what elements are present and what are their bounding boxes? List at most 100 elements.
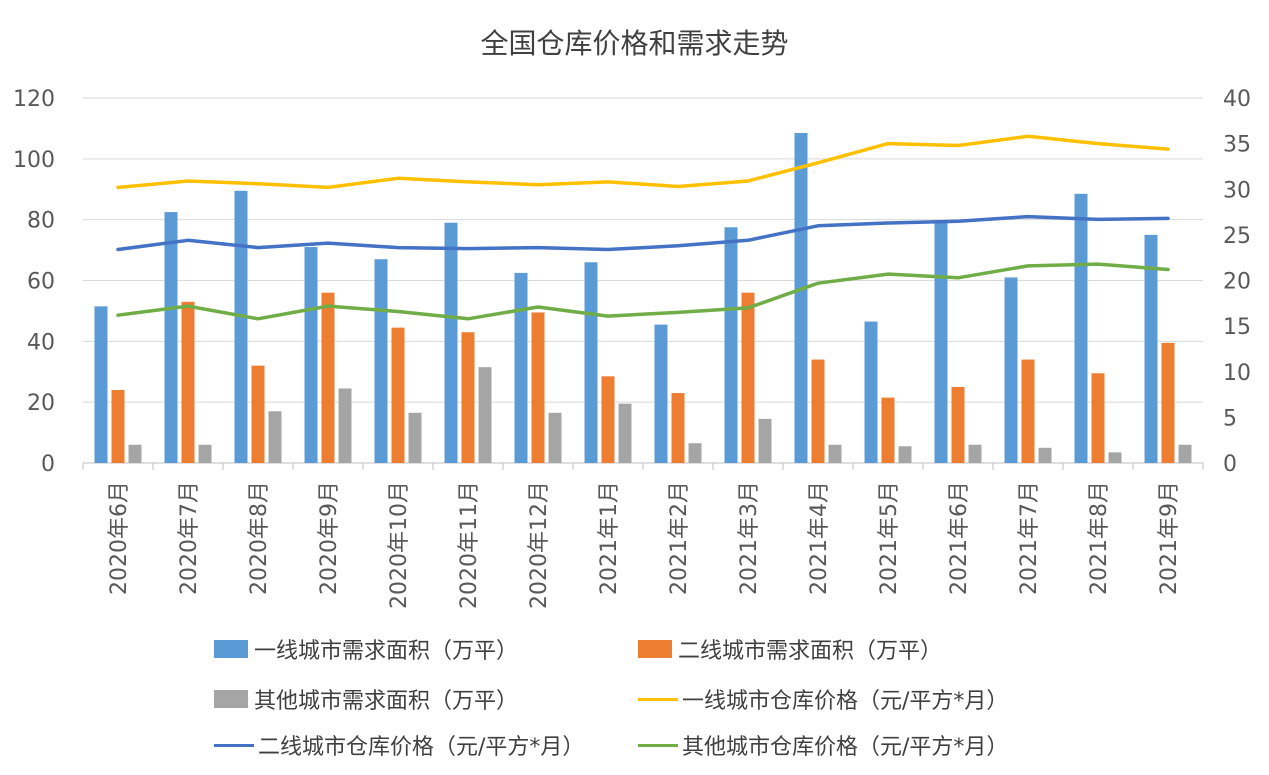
bar: [1161, 342, 1175, 463]
legend-swatch: [638, 697, 678, 701]
legend-swatch: [214, 743, 254, 747]
legend-label: 其他城市需求面积（万平）: [254, 689, 519, 714]
legend-swatch: [638, 640, 672, 658]
x-tick-label: 2020年7月: [177, 481, 202, 595]
x-tick-label: 2020年11月: [457, 481, 482, 609]
bar: [514, 272, 528, 463]
bar: [548, 412, 562, 463]
y-left-tick-label: 100: [13, 148, 55, 173]
x-tick-label: 2020年9月: [317, 481, 342, 595]
bar: [461, 332, 475, 463]
bar: [1091, 373, 1105, 463]
x-tick-label: 2021年5月: [877, 481, 902, 595]
legend-label: 二线城市需求面积（万平）: [678, 639, 943, 664]
bar: [968, 444, 982, 463]
bar: [1074, 193, 1088, 463]
bar: [864, 321, 878, 463]
bar: [951, 386, 965, 463]
x-tick-label: 2020年8月: [247, 481, 272, 595]
bar: [1038, 447, 1052, 463]
bar: [268, 411, 282, 463]
x-tick-label: 2021年7月: [1017, 481, 1042, 595]
x-tick-label: 2021年2月: [667, 481, 692, 595]
legend-label: 一线城市需求面积（万平）: [254, 639, 519, 664]
y-right-tick-label: 25: [1223, 224, 1251, 249]
bar: [198, 444, 212, 463]
bar: [601, 376, 615, 463]
bar: [741, 292, 755, 463]
bar: [654, 324, 668, 463]
legend-swatch: [214, 640, 248, 658]
bar: [531, 312, 545, 463]
bar: [828, 444, 842, 463]
x-tick-label: 2020年6月: [107, 481, 132, 595]
y-left-tick-label: 60: [27, 270, 55, 295]
bar: [478, 367, 492, 463]
bar: [758, 418, 772, 463]
bar: [251, 365, 265, 463]
y-right-tick-label: 15: [1223, 315, 1251, 340]
bar: [374, 259, 388, 463]
bar: [1178, 444, 1192, 463]
bar: [181, 301, 195, 463]
bar: [881, 397, 895, 463]
bar: [794, 132, 808, 463]
y-right-tick-label: 5: [1223, 406, 1237, 431]
legend-item-tier1-demand: 一线城市需求面积（万平）: [214, 632, 518, 666]
bar: [111, 390, 125, 463]
legend-item-tier2-price: 二线城市仓库价格（元/平方*月）: [214, 728, 584, 762]
y-left-tick-label: 120: [13, 87, 55, 112]
bar: [688, 443, 702, 463]
x-tick-label: 2021年9月: [1157, 481, 1182, 595]
bar: [584, 262, 598, 463]
legend-swatch: [214, 690, 248, 708]
bar: [128, 444, 142, 463]
chart-title: 全国仓库价格和需求走势: [480, 27, 789, 60]
legend-label: 其他城市仓库价格（元/平方*月）: [682, 735, 1009, 760]
bar: [898, 446, 912, 463]
x-tick-label: 2021年3月: [737, 481, 762, 595]
y-right-tick-label: 10: [1223, 361, 1251, 386]
y-left-tick-label: 20: [27, 391, 55, 416]
x-tick-label: 2020年10月: [387, 481, 412, 609]
bar: [444, 222, 458, 463]
bar: [391, 327, 405, 463]
legend-item-tier1-price: 一线城市仓库价格（元/平方*月）: [638, 682, 1008, 716]
y-right-tick-label: 30: [1223, 178, 1251, 203]
bar: [1004, 277, 1018, 463]
x-tick-label: 2021年8月: [1087, 481, 1112, 595]
legend-item-tier2-demand: 二线城市需求面积（万平）: [638, 632, 942, 666]
bar: [234, 190, 248, 464]
y-left-tick-label: 0: [41, 452, 55, 477]
legend-item-other-price: 其他城市仓库价格（元/平方*月）: [638, 728, 1008, 762]
bar: [724, 227, 738, 463]
y-right-tick-label: 40: [1223, 87, 1251, 112]
x-tick-label: 2021年6月: [947, 481, 972, 595]
bar: [1021, 359, 1035, 463]
bar: [671, 393, 685, 463]
legend-item-other-demand: 其他城市需求面积（万平）: [214, 682, 518, 716]
x-tick-label: 2020年12月: [527, 481, 552, 609]
bar: [164, 212, 178, 463]
legend-swatch: [638, 743, 678, 747]
bar: [338, 388, 352, 463]
y-right-tick-label: 0: [1223, 452, 1237, 477]
bar: [94, 306, 108, 463]
series-line: [116, 262, 1170, 321]
series-line: [116, 214, 1170, 252]
x-tick-label: 2021年1月: [597, 481, 622, 595]
y-right-tick-label: 35: [1223, 133, 1251, 158]
bar: [618, 403, 632, 463]
bar: [1108, 452, 1122, 463]
bar: [1144, 234, 1158, 463]
legend-label: 一线城市仓库价格（元/平方*月）: [682, 689, 1009, 714]
bar: [408, 412, 422, 463]
x-tick-label: 2021年4月: [807, 481, 832, 595]
y-right-tick-label: 20: [1223, 270, 1251, 295]
y-left-tick-label: 40: [27, 330, 55, 355]
bar: [321, 292, 335, 463]
bar: [811, 359, 825, 463]
bar: [934, 221, 948, 463]
legend-label: 二线城市仓库价格（元/平方*月）: [258, 735, 585, 760]
